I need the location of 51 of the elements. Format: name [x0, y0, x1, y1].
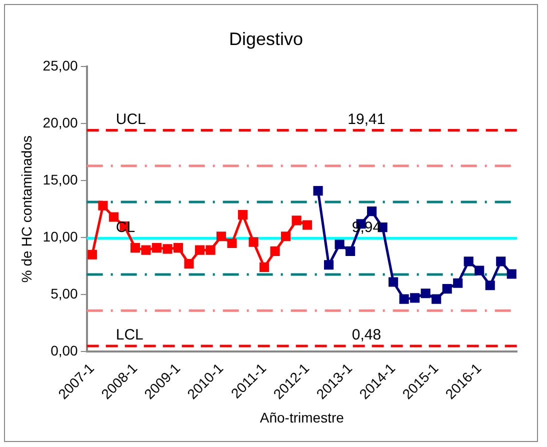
point [313, 186, 323, 196]
point [130, 243, 140, 253]
y-axis-title: % de HC contaminados [18, 136, 34, 283]
point [474, 266, 484, 276]
point [184, 258, 194, 269]
y-tick-label: 15,00 [42, 171, 78, 188]
point [324, 260, 334, 270]
point [194, 245, 205, 255]
point [367, 206, 377, 216]
point [432, 294, 442, 304]
point [281, 232, 291, 242]
point [98, 200, 108, 210]
chart-title: Digestivo [228, 28, 304, 49]
point [227, 238, 237, 248]
point [506, 269, 516, 279]
y-tick-label: 10,00 [42, 228, 78, 244]
y-tick-label: 25,00 [42, 57, 78, 74]
y-tick-label: 20,00 [42, 114, 78, 130]
point [420, 288, 430, 298]
annotation: 19,41 [348, 110, 386, 128]
point [346, 246, 356, 256]
y-tick-label: 5,00 [50, 285, 78, 302]
ref-line-label: LCL [116, 326, 144, 344]
point [238, 210, 248, 220]
point [108, 212, 119, 222]
point [206, 245, 216, 255]
ref-line-label: UCL [116, 110, 146, 128]
point [162, 244, 172, 254]
point [87, 250, 97, 260]
point [248, 237, 258, 247]
point [410, 293, 420, 303]
point [496, 256, 506, 266]
point [270, 246, 280, 256]
point [152, 243, 162, 253]
point [141, 245, 151, 255]
point [399, 294, 409, 304]
point [334, 240, 344, 250]
annotation: 0,48 [352, 326, 382, 344]
point [388, 277, 398, 287]
point [173, 243, 184, 253]
point [442, 284, 452, 294]
point [485, 280, 495, 290]
point [464, 256, 474, 266]
point [302, 220, 312, 230]
point [292, 216, 302, 226]
y-tick-label: 0,00 [50, 342, 78, 358]
point [453, 278, 463, 288]
point [259, 262, 270, 272]
x-axis-title: Año-trimestre [260, 409, 344, 426]
ref-line-label: CL [116, 218, 136, 236]
point [216, 232, 226, 242]
